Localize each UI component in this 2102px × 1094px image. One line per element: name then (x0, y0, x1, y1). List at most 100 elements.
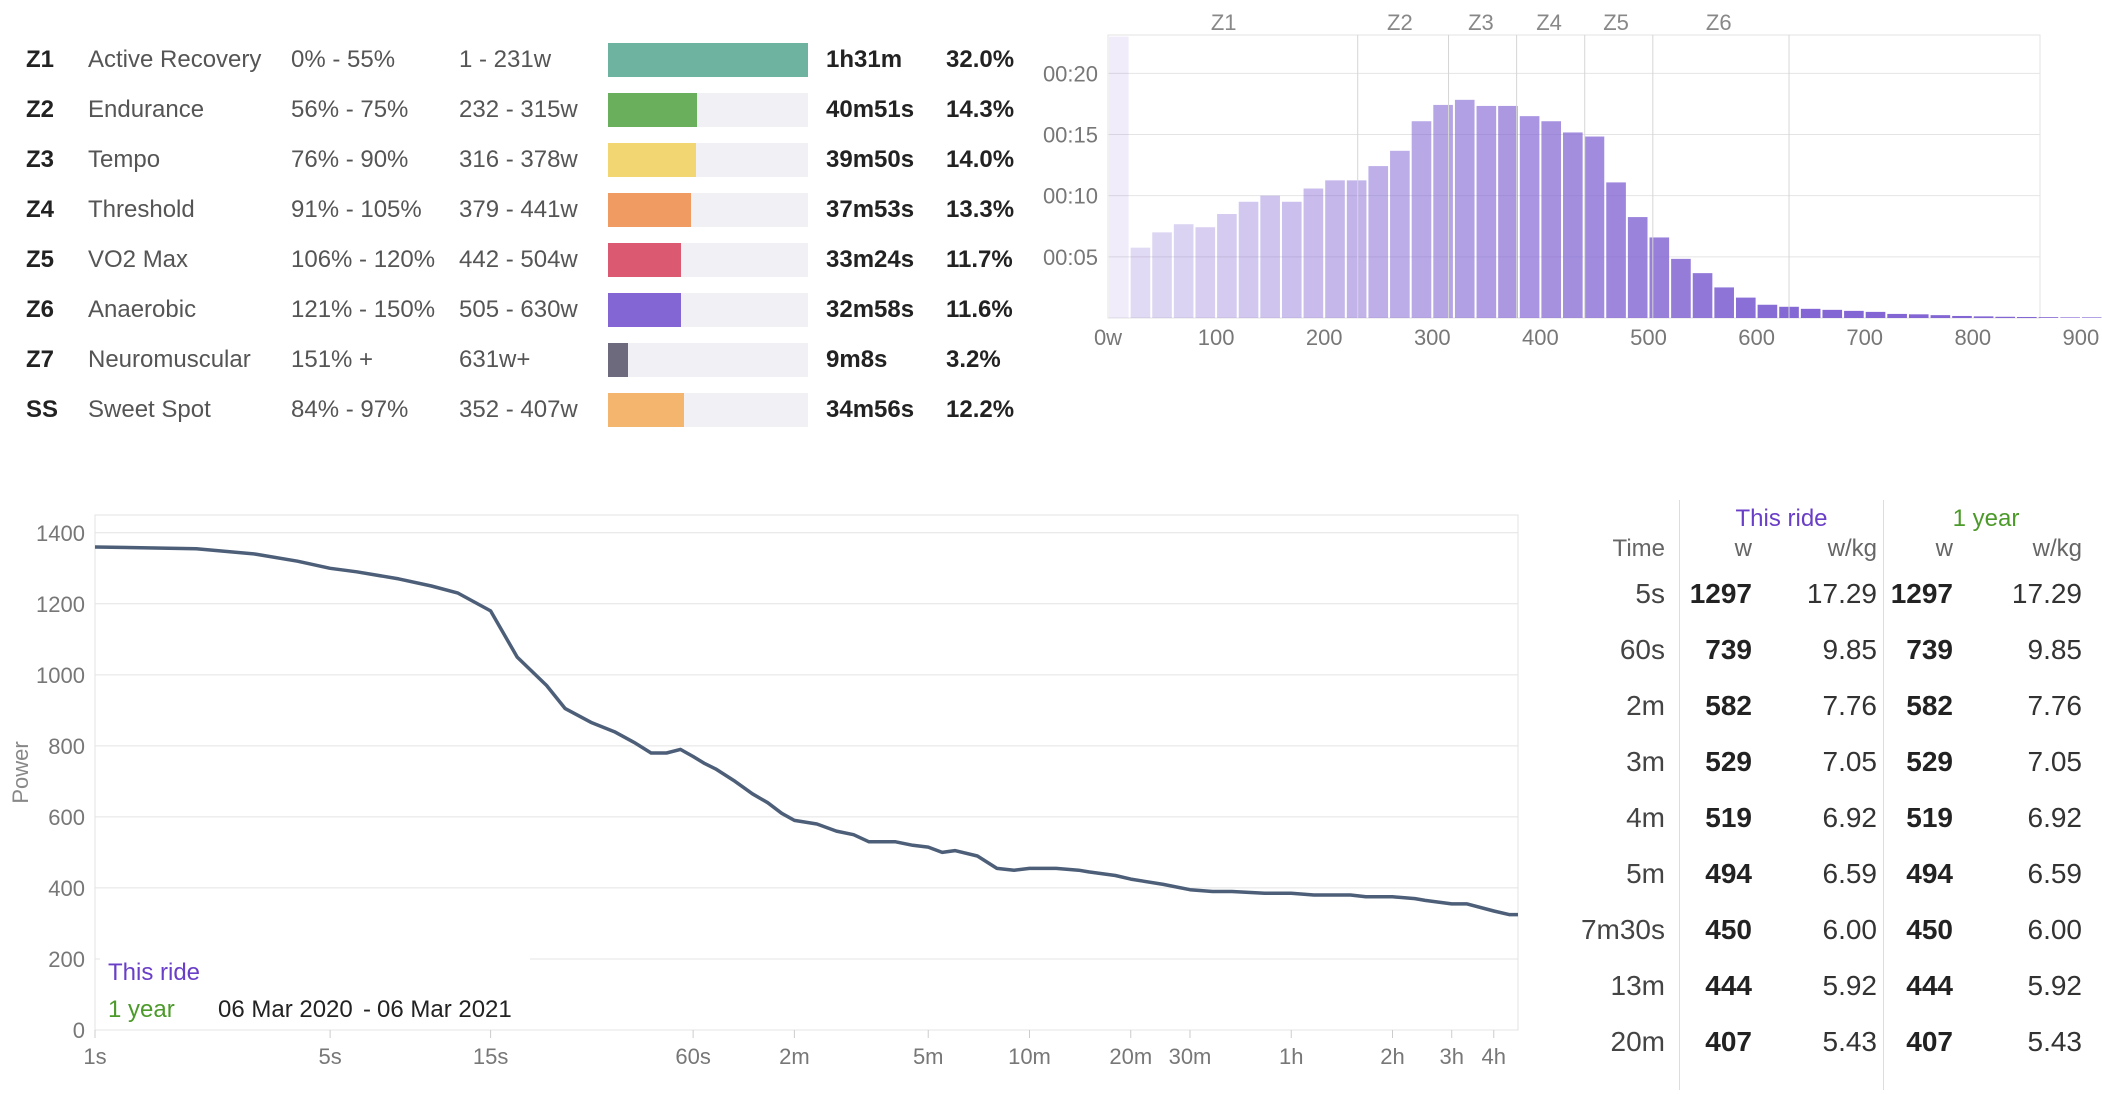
y-tick-label: 400 (48, 876, 85, 901)
histogram-bar (2060, 317, 2080, 318)
this-ride-wkg: 9.85 (1822, 634, 1878, 665)
zone-bar-fill (608, 143, 696, 177)
zone-watt-range: 379 - 441w (459, 196, 578, 223)
this-ride-wkg: 17.29 (1806, 578, 1877, 609)
zone-id: Z2 (26, 96, 55, 123)
zone-watt-range: 442 - 504w (459, 246, 578, 273)
zone-name: Neuromuscular (88, 346, 251, 373)
year-wkg: 6.59 (2027, 858, 2083, 889)
x-tick-label: 400 (1522, 325, 1559, 350)
zone-watt-range: 505 - 630w (459, 296, 578, 323)
histogram-bar (1714, 287, 1734, 318)
histogram-bar (1152, 232, 1172, 318)
histogram-bar (1260, 195, 1280, 318)
year-wkg: 6.92 (2027, 802, 2083, 833)
zone-bar-track (608, 243, 808, 277)
zone-watt-range: 352 - 407w (459, 396, 578, 423)
histogram-bar (1433, 104, 1453, 318)
this-ride-wkg: 7.76 (1822, 690, 1878, 721)
x-tick-label: 600 (1738, 325, 1775, 350)
zone-name: Threshold (88, 196, 195, 223)
best-time: 60s (1619, 634, 1665, 665)
y-tick-label: 00:05 (1043, 245, 1098, 270)
this-ride-watts: 494 (1705, 858, 1752, 889)
year-header: 1 year (1952, 505, 2020, 532)
zone-row: Z4 Threshold 91% - 105% 379 - 441w 37m53s 13.… (0, 185, 1030, 235)
zone-bar-track (608, 43, 808, 77)
x-tick-label: 900 (2063, 325, 2100, 350)
this-ride-w-header: w (1734, 535, 1752, 562)
histogram-bar (1476, 105, 1497, 318)
histogram-bar (1995, 316, 2016, 318)
x-tick-label: 15s (473, 1044, 508, 1069)
y-tick-label: 1200 (36, 592, 85, 617)
zone-percent-range: 121% - 150% (291, 296, 436, 323)
zone-watt-range: 232 - 315w (459, 96, 578, 123)
this-ride-watts: 529 (1705, 746, 1752, 777)
histogram-bar (1692, 273, 1713, 318)
zone-id: Z1 (26, 46, 55, 73)
zone-bar-fill (608, 343, 628, 377)
zone-id: Z5 (26, 246, 55, 273)
zone-percent-range: 56% - 75% (291, 96, 409, 123)
zone-label: Z1 (1211, 10, 1237, 35)
x-tick-label: 100 (1198, 325, 1235, 350)
best-efforts-table: This ride 1 year Time w w/kg w w/kg 5s 12… (1560, 490, 2102, 1094)
x-tick-label: 2m (779, 1044, 810, 1069)
histogram-bar (1346, 180, 1367, 318)
zone-time: 9m8s (826, 346, 888, 373)
zone-time: 33m24s (826, 246, 915, 273)
zone-row: Z7 Neuromuscular 151% + 631w+ 9m8s 3.2% (0, 335, 1030, 385)
zone-bar-track (608, 293, 808, 327)
y-tick-label: 1000 (36, 663, 85, 688)
histogram-bar (1541, 121, 1562, 318)
time-header: Time (1612, 535, 1665, 562)
zone-bar-fill (608, 93, 698, 127)
year-watts: 739 (1906, 634, 1953, 665)
y-tick-label: 600 (48, 805, 85, 830)
year-watts: 582 (1906, 690, 1953, 721)
this-ride-wkg: 7.05 (1822, 746, 1878, 777)
histogram-bar (1606, 182, 1626, 318)
x-tick-label: 3h (1439, 1044, 1463, 1069)
zone-bar-track (608, 393, 808, 427)
y-axis-label: Power (8, 741, 33, 803)
zone-time: 34m56s (826, 396, 915, 423)
best-time: 5m (1626, 858, 1665, 889)
histogram-bar (1822, 309, 1843, 318)
year-wkg: 5.43 (2027, 1026, 2083, 1057)
year-wkg: 9.85 (2027, 634, 2083, 665)
zone-watt-range: 631w+ (459, 346, 531, 373)
zone-share: 3.2% (946, 346, 1001, 373)
x-tick-label: 4h (1482, 1044, 1506, 1069)
this-ride-watts: 1297 (1689, 578, 1752, 609)
zone-name: Endurance (88, 96, 205, 123)
histogram-bar (2081, 317, 2102, 318)
year-watts: 519 (1906, 802, 1953, 833)
x-tick-label: 1s (83, 1044, 106, 1069)
x-tick-label: 0w (1094, 325, 1122, 350)
zone-bar-fill (608, 43, 808, 77)
histogram-bar (1411, 121, 1432, 318)
zone-bar-fill (608, 193, 692, 227)
histogram-bar (2017, 316, 2037, 318)
zone-id: Z4 (26, 196, 55, 223)
histogram-bar (1649, 237, 1670, 318)
zone-row: Z6 Anaerobic 121% - 150% 505 - 630w 32m58s 11… (0, 285, 1030, 335)
year-wkg: 5.92 (2027, 970, 2083, 1001)
x-tick-label: 5m (913, 1044, 944, 1069)
x-tick-label: 800 (1954, 325, 1991, 350)
zone-share: 12.2% (946, 396, 1015, 423)
zone-label: Z3 (1468, 10, 1494, 35)
histogram-bar (1454, 99, 1475, 319)
histogram-bar (1217, 214, 1237, 318)
zone-bar-fill (608, 293, 681, 327)
x-tick-label: 5s (318, 1044, 341, 1069)
zone-name: Active Recovery (88, 46, 262, 73)
year-watts: 494 (1906, 858, 1953, 889)
zone-bar-fill (608, 243, 682, 277)
zone-id: Z6 (26, 296, 55, 323)
histogram-bar (1865, 311, 1886, 318)
legend-background (100, 950, 530, 1028)
year-wkg: 7.05 (2027, 746, 2083, 777)
